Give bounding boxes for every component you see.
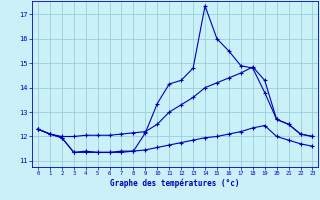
X-axis label: Graphe des températures (°c): Graphe des températures (°c) <box>110 179 240 188</box>
